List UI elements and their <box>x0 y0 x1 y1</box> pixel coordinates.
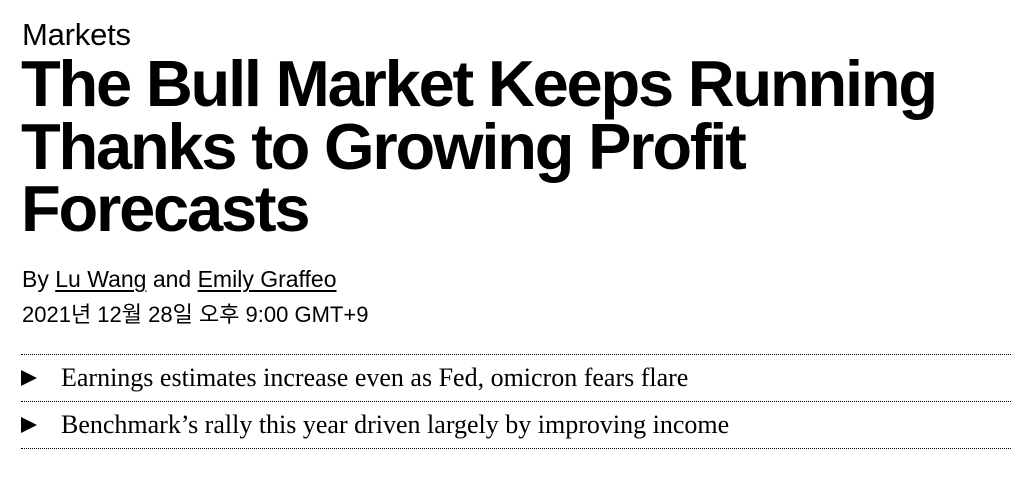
abstract-item-text: Benchmark’s rally this year driven large… <box>61 410 730 439</box>
abstract-item: Earnings estimates increase even as Fed,… <box>21 355 1011 402</box>
section-link[interactable]: Markets <box>22 17 131 52</box>
publish-timestamp: 2021년 12월 28일 오후 9:00 GMT+9 <box>22 302 369 327</box>
triangle-right-icon <box>21 370 37 386</box>
headline: The Bull Market Keeps Running Thanks to … <box>21 47 938 245</box>
author-link-emily-graffeo[interactable]: Emily Graffeo <box>197 266 337 292</box>
abstract-list: Earnings estimates increase even as Fed,… <box>21 354 1011 449</box>
abstract-item: Benchmark’s rally this year driven large… <box>21 402 1011 449</box>
triangle-right-icon <box>21 417 37 433</box>
byline-conjunction: and <box>152 266 192 292</box>
author-link-lu-wang[interactable]: Lu Wang <box>55 266 147 292</box>
abstract-item-text: Earnings estimates increase even as Fed,… <box>61 363 689 392</box>
byline-prefix: By <box>22 266 49 292</box>
byline: By Lu Wang and Emily Graffeo <box>22 264 337 294</box>
